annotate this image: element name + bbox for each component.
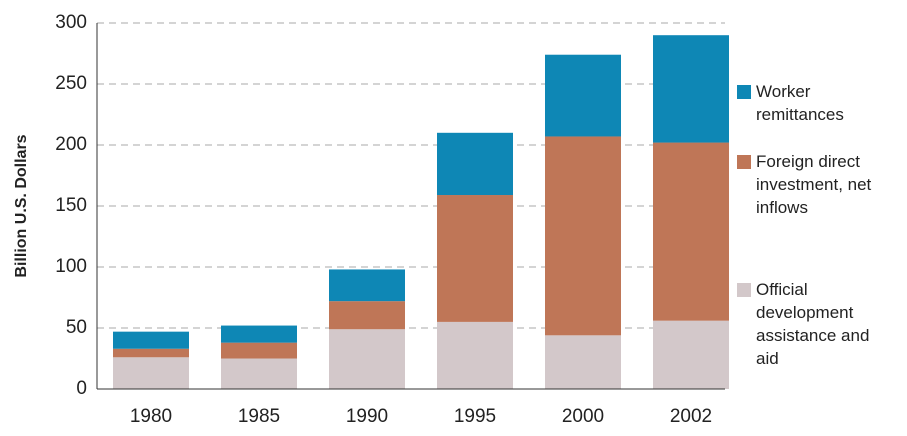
x-tick-label: 1990: [346, 406, 388, 427]
bar-segment: [545, 136, 621, 336]
y-tick-label: 100: [55, 256, 87, 277]
x-tick-label: 2000: [562, 406, 604, 427]
x-tick-label: 1980: [130, 406, 172, 427]
y-axis-label: Billion U.S. Dollars: [13, 134, 30, 277]
legend-swatch: [737, 85, 751, 99]
bar-segment: [437, 195, 513, 322]
bar-segment: [113, 331, 189, 349]
y-tick-label: 200: [55, 134, 87, 155]
y-tick-label: 300: [55, 12, 87, 33]
bar-segment: [545, 54, 621, 137]
x-tick-label: 1995: [454, 406, 496, 427]
bar-segment: [221, 342, 297, 359]
bar-segment: [329, 329, 405, 389]
bar-segment: [221, 358, 297, 389]
legend-swatch: [737, 283, 751, 297]
legend-label: Foreign direct investment, net inflows: [756, 152, 872, 217]
bar-segment: [437, 321, 513, 389]
legend-label: Worker remittances: [756, 82, 844, 124]
legend-swatch: [737, 155, 751, 169]
bar-segment: [329, 269, 405, 302]
bar-segment: [545, 335, 621, 389]
bar-segment: [437, 132, 513, 196]
bar-segment: [113, 357, 189, 389]
bar-segment: [113, 348, 189, 358]
bar-segment: [653, 142, 729, 321]
bar-segment: [653, 320, 729, 389]
y-tick-label: 50: [66, 317, 87, 338]
bar-segment: [221, 325, 297, 343]
x-tick-label: 1985: [238, 406, 280, 427]
y-tick-label: 150: [55, 195, 87, 216]
bar-segment: [653, 35, 729, 143]
x-tick-label: 2002: [670, 406, 712, 427]
y-tick-label: 0: [76, 378, 87, 399]
y-tick-label: 250: [55, 73, 87, 94]
legend-label: Official development assistance and aid: [756, 280, 870, 368]
bar-segment: [329, 301, 405, 330]
